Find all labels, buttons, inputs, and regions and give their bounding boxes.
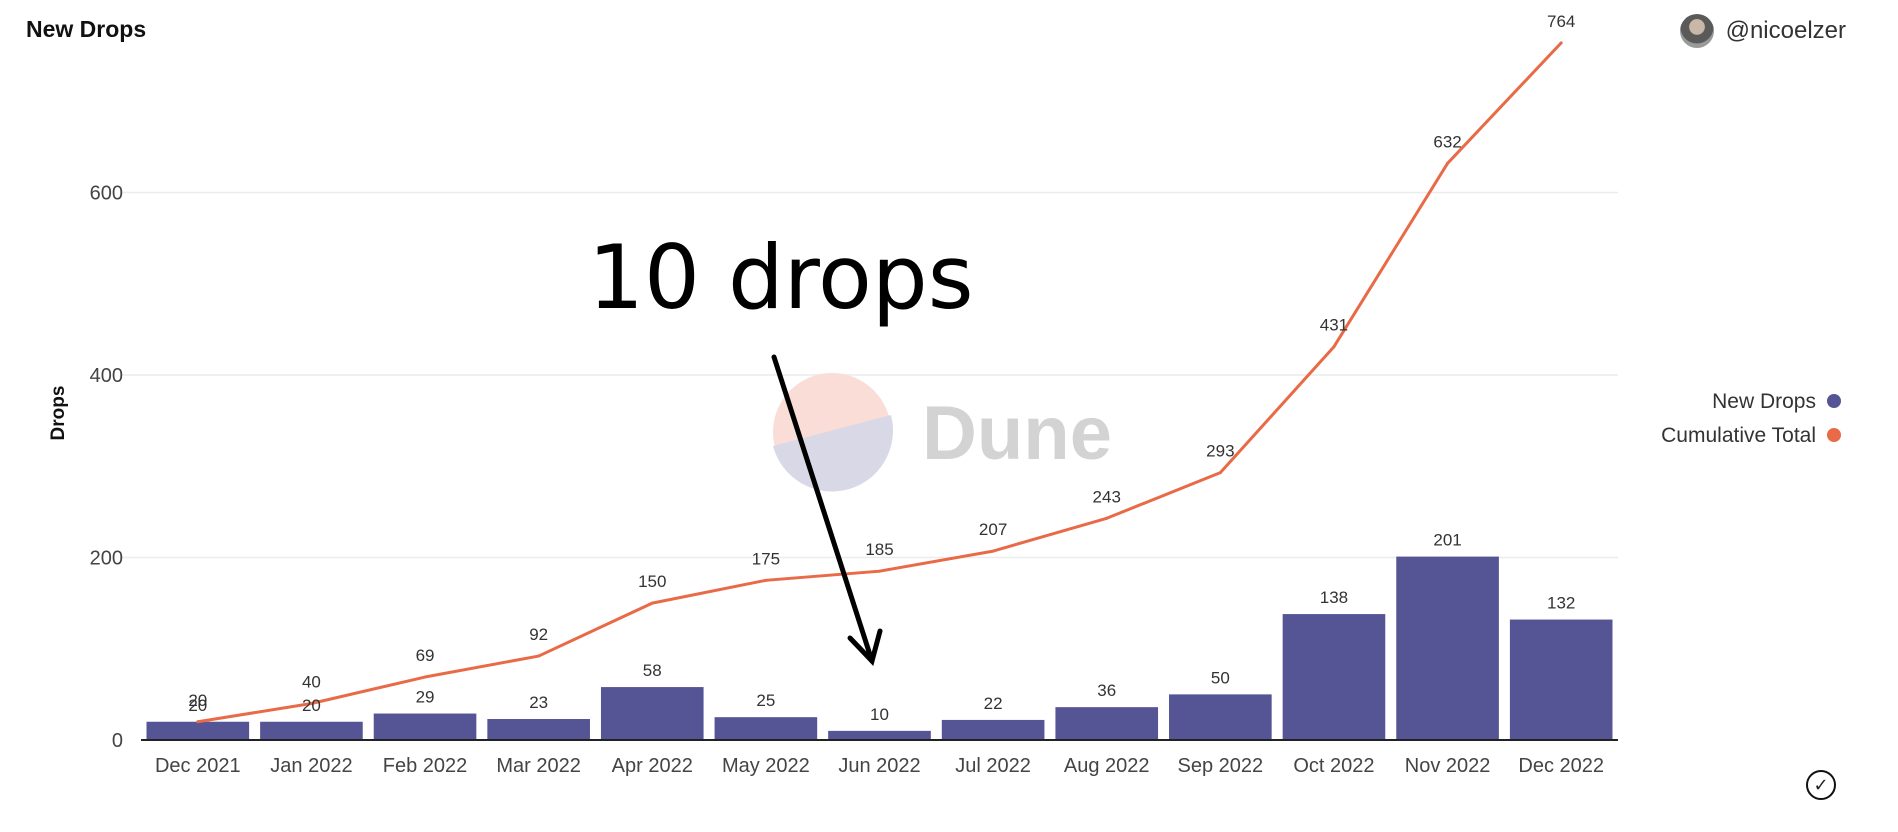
bar bbox=[1055, 707, 1159, 740]
bar-value-label: 29 bbox=[416, 688, 435, 707]
x-tick-label: Apr 2022 bbox=[612, 755, 693, 777]
bar bbox=[1282, 614, 1386, 740]
bar-value-label: 138 bbox=[1320, 588, 1348, 607]
line-point bbox=[1332, 345, 1336, 349]
grid-lines bbox=[121, 191, 1618, 559]
bar bbox=[373, 713, 477, 740]
legend-label: New Drops bbox=[1712, 390, 1816, 413]
chart-title: New Drops bbox=[26, 16, 147, 42]
x-tick-label: Aug 2022 bbox=[1064, 755, 1150, 777]
bar-value-label: 58 bbox=[643, 661, 662, 680]
bar-value-label: 20 bbox=[188, 696, 207, 715]
line-value-label: 293 bbox=[1206, 442, 1234, 461]
line-point bbox=[764, 578, 768, 582]
bar bbox=[146, 721, 250, 740]
y-tick-label: 600 bbox=[90, 183, 123, 205]
author-badge[interactable]: @nicoelzer bbox=[1679, 14, 1846, 48]
line-value-label: 40 bbox=[302, 673, 321, 692]
x-tick-label: Dec 2022 bbox=[1518, 755, 1604, 777]
line-point bbox=[1218, 471, 1222, 475]
bar bbox=[600, 687, 704, 740]
bar-value-label: 22 bbox=[984, 694, 1003, 713]
line-point bbox=[196, 720, 200, 724]
x-tick-label: Jan 2022 bbox=[270, 755, 352, 777]
bar-value-label: 25 bbox=[756, 691, 775, 710]
line-point bbox=[650, 601, 654, 605]
bar-value-label: 201 bbox=[1433, 531, 1461, 550]
x-tick-label: Mar 2022 bbox=[496, 755, 581, 777]
y-axis-label: Drops bbox=[48, 386, 69, 441]
bar bbox=[487, 719, 590, 740]
author-name[interactable]: @nicoelzer bbox=[1725, 17, 1846, 44]
line-point bbox=[1559, 41, 1563, 45]
line-point bbox=[423, 675, 427, 679]
x-tick-label: May 2022 bbox=[722, 755, 810, 777]
line-value-label: 175 bbox=[752, 549, 780, 568]
line-point bbox=[1105, 516, 1109, 520]
bar bbox=[1509, 619, 1613, 740]
line-value-label: 431 bbox=[1320, 316, 1348, 335]
legend-label: Cumulative Total bbox=[1661, 424, 1816, 447]
line-point bbox=[1446, 161, 1450, 165]
bar bbox=[1396, 556, 1499, 740]
annotation-arrow bbox=[771, 354, 883, 666]
bar bbox=[828, 730, 931, 740]
x-tick-label: Nov 2022 bbox=[1405, 755, 1491, 777]
bar bbox=[260, 721, 363, 740]
x-tick-label: Sep 2022 bbox=[1178, 755, 1264, 777]
line-value-label: 20 bbox=[188, 691, 207, 710]
line-value-label: 69 bbox=[416, 646, 435, 665]
bar-value-label: 36 bbox=[1097, 681, 1116, 700]
x-tick-label: Oct 2022 bbox=[1293, 755, 1374, 777]
line-point bbox=[991, 549, 995, 553]
bar-value-label: 132 bbox=[1547, 594, 1575, 613]
line-value-label: 764 bbox=[1547, 12, 1575, 31]
author-avatar bbox=[1679, 14, 1714, 48]
line-value-label: 185 bbox=[865, 540, 893, 559]
x-tick-label: Dec 2021 bbox=[155, 755, 241, 777]
y-tick-label: 200 bbox=[90, 548, 123, 570]
line-value-label: 243 bbox=[1093, 487, 1121, 506]
x-tick-label: Jul 2022 bbox=[955, 755, 1031, 777]
x-tick-label: Feb 2022 bbox=[383, 755, 468, 777]
x-tick-label: Jun 2022 bbox=[838, 755, 920, 777]
bar bbox=[714, 717, 818, 740]
line-value-label: 207 bbox=[979, 520, 1007, 539]
y-tick-label: 0 bbox=[112, 730, 123, 752]
line-value-label: 92 bbox=[529, 625, 548, 644]
bar-value-label: 10 bbox=[870, 705, 889, 724]
bar bbox=[1169, 694, 1272, 740]
line-point bbox=[537, 654, 541, 658]
line-point bbox=[878, 569, 881, 573]
line-value-label: 632 bbox=[1433, 132, 1461, 151]
bar-value-label: 20 bbox=[302, 696, 321, 715]
legend-swatch bbox=[1827, 428, 1841, 442]
annotation-text: 10 drops bbox=[588, 226, 974, 329]
y-tick-label: 400 bbox=[90, 365, 123, 387]
bar-value-label: 23 bbox=[529, 693, 548, 712]
bar bbox=[941, 719, 1045, 740]
bar-value-label: 50 bbox=[1211, 668, 1230, 687]
check-circle-icon[interactable]: ✓ bbox=[1806, 770, 1836, 800]
watermark-text: Dune bbox=[922, 391, 1112, 476]
line-point bbox=[309, 702, 313, 705]
dune-watermark: Dune bbox=[773, 373, 1112, 492]
line-value-label: 150 bbox=[638, 572, 666, 591]
legend: New Drops Cumulative Total bbox=[1661, 390, 1841, 447]
legend-swatch bbox=[1827, 394, 1841, 408]
